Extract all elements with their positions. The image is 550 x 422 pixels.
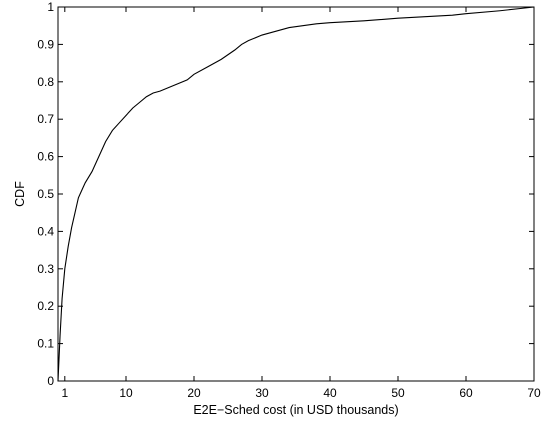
y-tick-label: 0.3 [37, 262, 54, 276]
y-tick-label: 0.7 [37, 112, 54, 126]
y-tick-label: 0.9 [37, 37, 54, 51]
y-axis-ticks: 0 0.1 0.2 0.3 0.4 0.5 0.6 0.7 0.8 0.9 1 [37, 0, 534, 388]
x-tick-label: 60 [459, 386, 473, 400]
y-tick-label: 0.8 [37, 75, 54, 89]
x-tick-label: 10 [119, 386, 133, 400]
y-tick-label: 0 [47, 374, 54, 388]
x-tick-label: 70 [527, 386, 541, 400]
cdf-series-line [57, 6, 535, 382]
x-axis-title: E2E−Sched cost (in USD thousands) [193, 403, 398, 417]
y-tick-label: 0.4 [37, 224, 54, 238]
y-tick-label: 0.6 [37, 150, 54, 164]
x-tick-label: 20 [187, 386, 201, 400]
y-axis-title: CDF [13, 181, 27, 207]
x-tick-label: 30 [255, 386, 269, 400]
x-axis-ticks: 1 10 20 30 40 50 60 70 [61, 7, 541, 400]
x-tick-label: 1 [61, 386, 68, 400]
x-tick-label: 50 [391, 386, 405, 400]
y-tick-label: 1 [47, 0, 54, 14]
x-tick-label: 40 [323, 386, 337, 400]
y-tick-label: 0.5 [37, 187, 54, 201]
y-tick-label: 0.1 [37, 337, 54, 351]
y-tick-label: 0.2 [37, 299, 54, 313]
plot-frame [57, 6, 535, 382]
